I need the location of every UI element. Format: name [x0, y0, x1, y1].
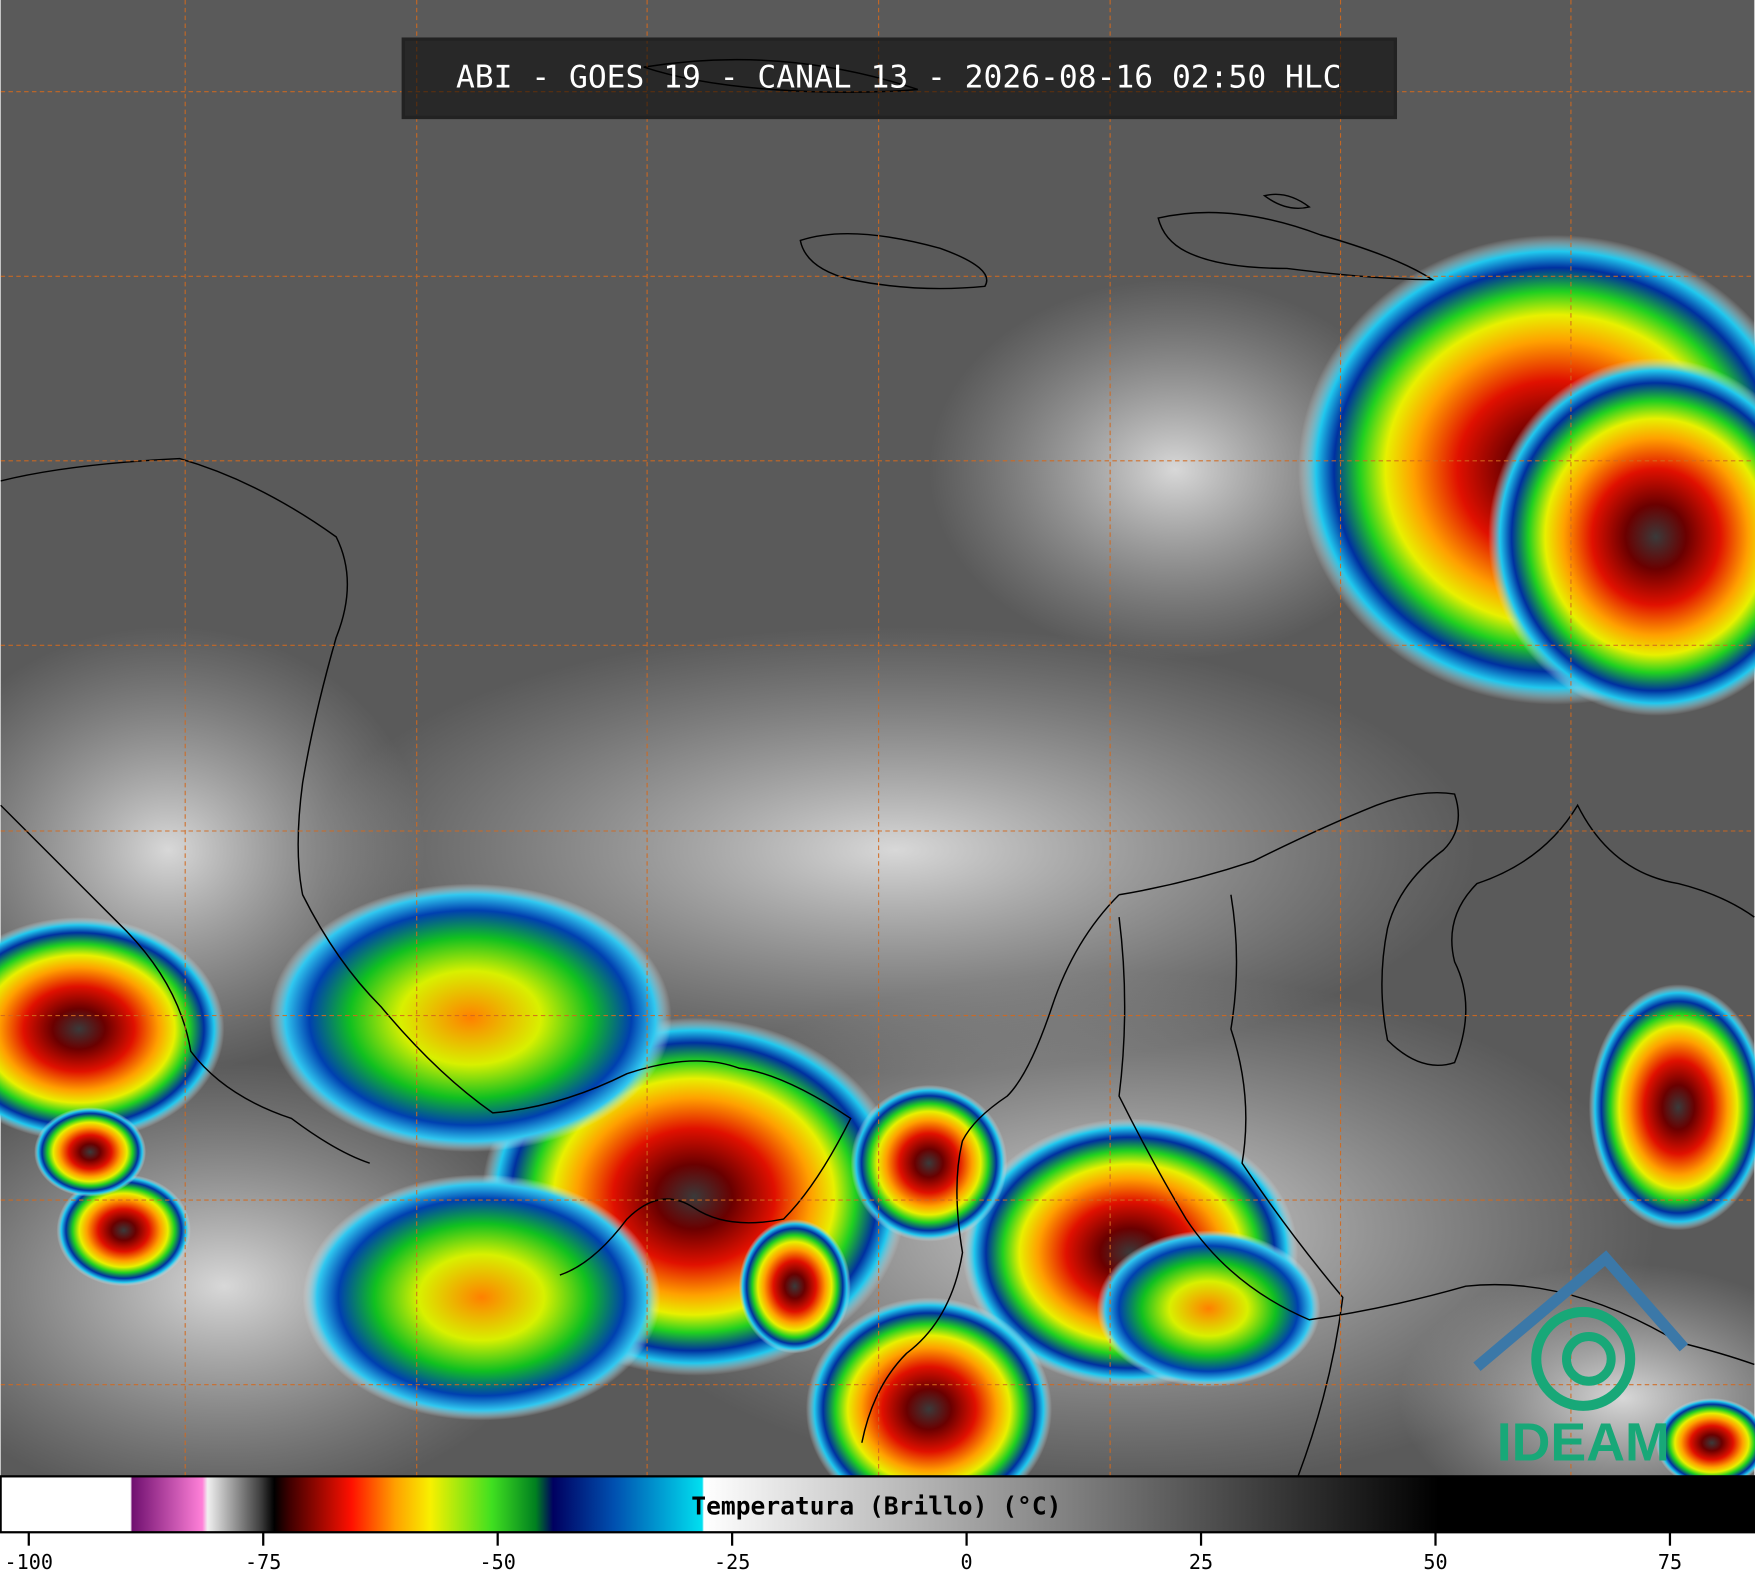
logo: IDEAM	[1473, 1250, 1689, 1472]
tick-label: 25	[1189, 1550, 1213, 1574]
tick-label: -100	[5, 1550, 53, 1574]
tick-label: -25	[714, 1550, 750, 1574]
colorbar-label: Temperatura (Brillo) (°C)	[691, 1492, 1061, 1521]
tick-label: 75	[1658, 1550, 1682, 1574]
tick-label: 50	[1423, 1550, 1447, 1574]
title: ABI - GOES 19 - CANAL 13 - 2026-08-16 02…	[456, 59, 1342, 95]
tick-label: -75	[245, 1550, 281, 1574]
tick-label: -50	[480, 1550, 516, 1574]
tick-label: 0	[961, 1550, 973, 1574]
satellite-image	[0, 0, 1755, 1533]
title-box	[401, 37, 1398, 120]
logo-text: IDEAM	[1497, 1412, 1670, 1472]
colorbar-ticks: -100 -75 -50 -25 0 25 50 75	[5, 1532, 1682, 1574]
colorbar	[0, 1475, 1755, 1534]
